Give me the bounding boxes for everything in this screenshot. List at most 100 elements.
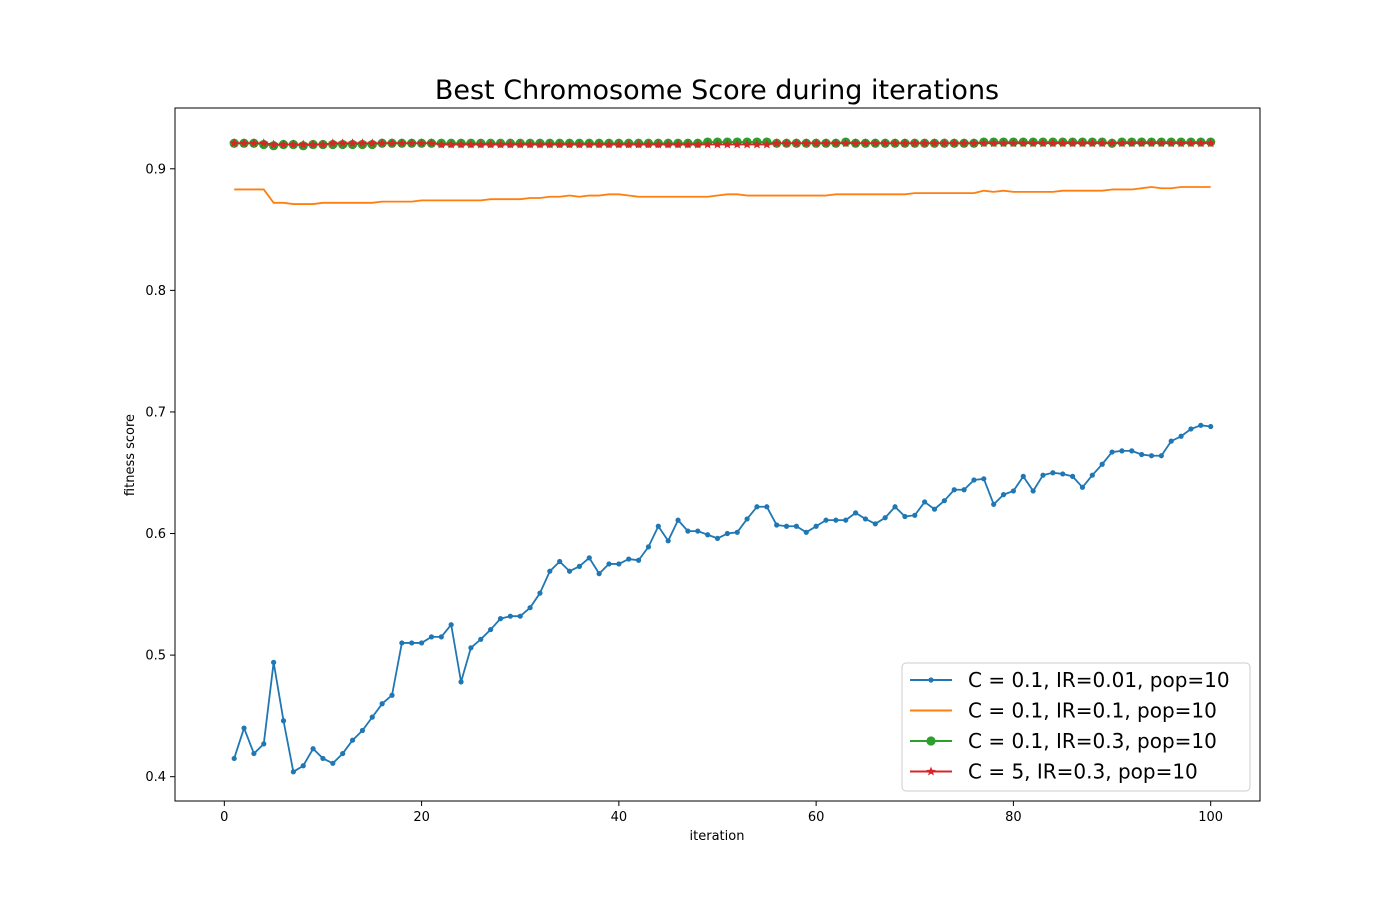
data-point xyxy=(725,531,730,536)
series-2 xyxy=(234,187,1211,204)
data-point xyxy=(498,616,503,621)
data-point xyxy=(468,645,473,650)
data-point xyxy=(1050,470,1055,475)
data-point xyxy=(942,498,947,503)
y-axis-label: fitness score xyxy=(123,414,138,496)
data-point xyxy=(912,513,917,518)
data-point xyxy=(389,693,394,698)
data-point xyxy=(241,725,246,730)
data-point xyxy=(774,522,779,527)
x-tick-label: 80 xyxy=(1005,810,1022,825)
data-point xyxy=(626,556,631,561)
data-point xyxy=(666,538,671,543)
x-axis: 0 20 40 60 80 100 xyxy=(220,801,1223,825)
data-point xyxy=(330,761,335,766)
data-point xyxy=(1159,453,1164,458)
data-point xyxy=(350,738,355,743)
data-point xyxy=(291,769,296,774)
chart-title: Best Chromosome Score during iterations xyxy=(435,75,999,106)
x-tick-label: 0 xyxy=(220,810,228,825)
data-point xyxy=(1178,434,1183,439)
data-point xyxy=(429,634,434,639)
data-point xyxy=(675,518,680,523)
data-point xyxy=(518,614,523,619)
data-point xyxy=(843,518,848,523)
data-point xyxy=(902,514,907,519)
data-point xyxy=(1040,473,1045,478)
data-point xyxy=(281,718,286,723)
data-point xyxy=(1129,448,1134,453)
data-point xyxy=(597,571,602,576)
legend-label: C = 5, IR=0.3, pop=10 xyxy=(968,760,1198,784)
data-point xyxy=(271,660,276,665)
data-point xyxy=(823,518,828,523)
data-point xyxy=(744,516,749,521)
data-point xyxy=(1090,473,1095,478)
legend-label: C = 0.1, IR=0.3, pop=10 xyxy=(968,729,1217,753)
data-point xyxy=(1001,492,1006,497)
data-point xyxy=(804,530,809,535)
data-point xyxy=(606,561,611,566)
data-point xyxy=(1080,485,1085,490)
data-point xyxy=(488,627,493,632)
y-tick-label: 0.5 xyxy=(145,649,166,664)
data-point xyxy=(587,555,592,560)
data-point xyxy=(1100,462,1105,467)
y-tick-label: 0.4 xyxy=(145,770,166,785)
data-point xyxy=(380,701,385,706)
series-4 xyxy=(229,138,1215,148)
data-point xyxy=(695,528,700,533)
data-point xyxy=(261,741,266,746)
data-point xyxy=(952,487,957,492)
data-point xyxy=(577,564,582,569)
data-point xyxy=(705,532,710,537)
data-point xyxy=(1198,423,1203,428)
data-point xyxy=(547,569,552,574)
legend: C = 0.1, IR=0.01, pop=10C = 0.1, IR=0.1,… xyxy=(902,663,1250,791)
data-point xyxy=(1139,452,1144,457)
data-point xyxy=(458,679,463,684)
data-point xyxy=(883,515,888,520)
data-point xyxy=(1070,474,1075,479)
data-point xyxy=(1031,488,1036,493)
data-point xyxy=(1188,426,1193,431)
data-point xyxy=(873,521,878,526)
data-point xyxy=(932,507,937,512)
data-point xyxy=(419,640,424,645)
data-point xyxy=(981,476,986,481)
y-tick-label: 0.9 xyxy=(145,162,166,177)
legend-label: C = 0.1, IR=0.01, pop=10 xyxy=(968,668,1230,692)
y-tick-label: 0.6 xyxy=(145,527,166,542)
data-point xyxy=(1011,488,1016,493)
data-point xyxy=(1060,471,1065,476)
y-tick-label: 0.7 xyxy=(145,405,166,420)
data-point xyxy=(439,634,444,639)
data-point xyxy=(1169,439,1174,444)
y-tick-label: 0.8 xyxy=(145,284,166,299)
data-point xyxy=(656,524,661,529)
series-line-2 xyxy=(234,187,1211,204)
data-point xyxy=(1021,474,1026,479)
data-point xyxy=(301,763,306,768)
data-point xyxy=(794,524,799,529)
data-point xyxy=(320,756,325,761)
data-point xyxy=(922,499,927,504)
legend-swatch-marker xyxy=(928,677,933,682)
data-point xyxy=(1119,448,1124,453)
data-point xyxy=(863,516,868,521)
data-point xyxy=(1149,453,1154,458)
x-tick-label: 60 xyxy=(808,810,825,825)
data-point xyxy=(527,605,532,610)
data-point xyxy=(449,622,454,627)
data-point xyxy=(636,558,641,563)
data-point xyxy=(971,477,976,482)
data-point xyxy=(478,637,483,642)
data-point xyxy=(646,544,651,549)
data-point xyxy=(991,502,996,507)
x-axis-label: iteration xyxy=(690,829,745,844)
data-point xyxy=(1109,449,1114,454)
data-point xyxy=(764,504,769,509)
data-point xyxy=(735,530,740,535)
legend-swatch-marker xyxy=(926,736,935,745)
